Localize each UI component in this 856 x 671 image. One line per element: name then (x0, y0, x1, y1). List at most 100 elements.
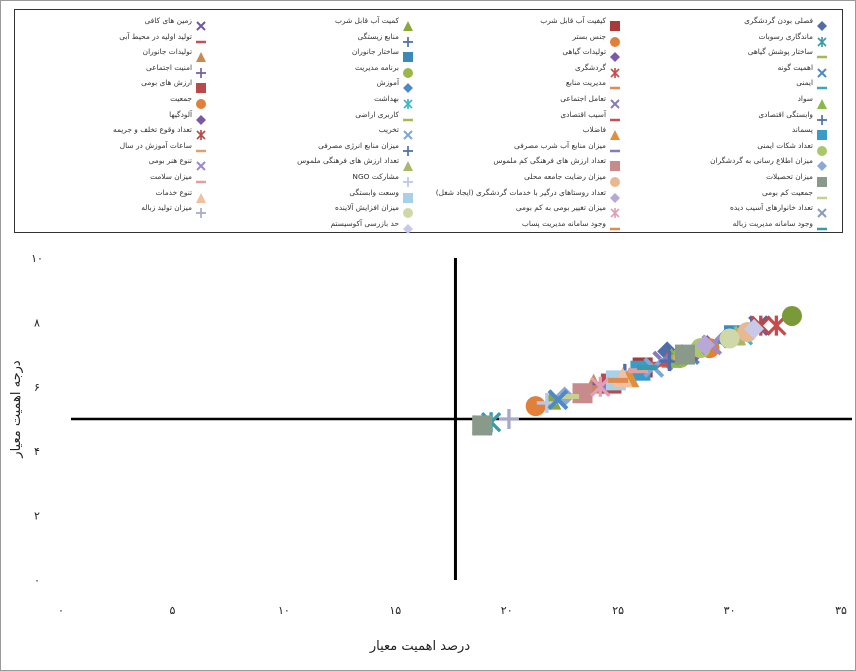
legend-label: میزان تحصیلات (766, 172, 813, 181)
legend-item: جنس بستر (416, 30, 622, 47)
legend-label: کمیت آب قابل شرب (334, 16, 399, 25)
legend-label: تعامل اجتماعی (560, 94, 606, 103)
legend-item: ماندگاری رسوبات (623, 30, 829, 47)
legend-item: وجود سامانه مدیریت زباله (623, 217, 829, 231)
legend-item: تعامل اجتماعی (416, 92, 622, 109)
legend-label: بهداشت (374, 94, 399, 103)
legend-label: ساعات آموزش در سال (119, 140, 192, 150)
legend-item: تولیدات جانوران (2, 45, 208, 63)
data-point (744, 318, 765, 339)
legend-marker-icon (196, 125, 206, 141)
legend-item: میزان منابع انرژی مصرفی (209, 139, 415, 156)
x-tick-label: ۳۰ (724, 604, 736, 617)
legend-marker-icon (196, 78, 206, 94)
legend-marker-icon (403, 156, 413, 172)
legend-marker-icon (610, 63, 620, 78)
legend-marker-icon (196, 16, 206, 31)
legend-marker-icon (403, 203, 413, 219)
legend-marker-icon (610, 125, 620, 141)
legend-marker-icon (403, 16, 413, 31)
data-point (719, 328, 740, 349)
data-point (675, 344, 695, 365)
legend-item: میزان تغییر بومی به کم بومی (416, 201, 622, 219)
legend-marker-icon (610, 219, 620, 231)
legend-label: آموزش (376, 78, 399, 88)
legend-marker-icon (403, 219, 413, 234)
legend-label: پسماند (791, 125, 813, 135)
legend-label: ساختار جانوران (351, 47, 399, 57)
legend-marker-icon (610, 110, 620, 121)
legend-marker-icon (196, 47, 206, 63)
legend-item: تخریب (209, 123, 415, 140)
legend-item: زمین های کافی (2, 14, 208, 31)
legend-label: ساختار پوشش گیاهی (747, 47, 813, 57)
y-tick-label: ۴ (34, 445, 40, 458)
legend-marker-icon (196, 203, 206, 219)
legend-marker-icon (610, 16, 620, 31)
legend-marker-icon (196, 63, 206, 78)
legend-item: تعداد ارزش های فرهنگی کم ملموس (416, 154, 622, 172)
legend-item: وسعت وابستگی (209, 186, 415, 203)
legend-item: ساختار پوشش گیاهی (623, 45, 829, 59)
legend-label: میزان تغییر بومی به کم بومی (515, 203, 606, 213)
x-tick-label: ۱۵ (389, 604, 401, 617)
legend-label: زمین های کافی (144, 16, 192, 25)
legend-item: میزان تولید زباله (2, 201, 208, 219)
legend-item: فصلی بودن گردشگری (623, 14, 829, 31)
y-tick-label: ۱۰ (31, 252, 43, 265)
legend-marker-icon (817, 141, 827, 156)
legend-item: میزان سلامت (2, 170, 208, 184)
legend-label: آلودگیها (169, 109, 192, 119)
legend-label: تولید اولیه در محیط آبی (119, 31, 192, 41)
legend-item: برنامه مدیریت (209, 61, 415, 78)
legend-label: میزان رضایت جامعه محلی (524, 172, 606, 181)
legend-marker-icon (196, 110, 206, 125)
legend-item: جمعیت (2, 92, 208, 109)
legend-label: تولیدات گیاهی (562, 47, 606, 57)
legend-label: ارزش های بومی (141, 78, 192, 88)
legend-marker-icon (610, 203, 620, 219)
legend-marker-icon (817, 203, 827, 218)
legend-marker-icon (817, 219, 827, 231)
legend-label: تعداد خانوارهای آسیب دیده (730, 203, 813, 213)
legend-item: فاضلاب (416, 123, 622, 141)
legend-item: ایمنی (623, 76, 829, 90)
data-point (472, 415, 493, 436)
data-point (695, 334, 716, 355)
legend-label: مدیریت منابع (565, 78, 606, 88)
legend-marker-icon (817, 16, 827, 31)
legend: فصلی بودن گردشگری کیفیت آب قابل شرب کمیت آ… (14, 9, 843, 234)
legend-label: آسیب اقتصادی (560, 109, 606, 119)
legend-item: کاربری اراضی (209, 108, 415, 122)
legend-label: فاضلاب (582, 125, 606, 135)
legend-marker-icon (196, 94, 206, 109)
legend-label: اهمیت گونه (777, 62, 813, 72)
legend-item: تولیدات گیاهی (416, 45, 622, 63)
legend-item: آلودگیها (2, 108, 208, 125)
y-tick-label: ۲ (34, 510, 40, 523)
legend-label: جنس بستر (572, 31, 606, 41)
legend-item: گردشگری (416, 61, 622, 78)
legend-marker-icon (817, 47, 827, 59)
legend-marker-icon (196, 156, 206, 172)
y-tick-label: ۰ (34, 574, 40, 587)
legend-marker-icon (817, 110, 827, 125)
legend-label: گردشگری (574, 62, 606, 72)
legend-label: میزان منابع انرژی مصرفی (318, 140, 399, 150)
legend-label: مشارکت NGO (352, 172, 399, 181)
legend-marker-icon (610, 188, 620, 203)
legend-label: برنامه مدیریت (354, 62, 399, 72)
y-axis-title: درجه اهمیت معیار (9, 360, 24, 459)
legend-label: میزان تولید زباله (141, 203, 192, 213)
legend-label: تعداد ارزش های فرهنگی کم ملموس (493, 156, 606, 166)
y-tick-label: ۶ (34, 381, 40, 394)
legend-marker-icon (817, 32, 827, 47)
legend-label: میزان اطلاع رسانی به گردشگران (710, 156, 813, 166)
data-point (572, 383, 593, 404)
legend-item: تعداد روستاهای درگیر با خدمات گردشگری (ا… (416, 186, 622, 203)
x-tick-label: ۱۰ (278, 604, 290, 617)
legend-label: تخریب (378, 125, 399, 135)
legend-marker-icon (403, 94, 413, 109)
legend-marker-icon (196, 172, 206, 184)
legend-item: کیفیت آب قابل شرب (416, 14, 622, 31)
